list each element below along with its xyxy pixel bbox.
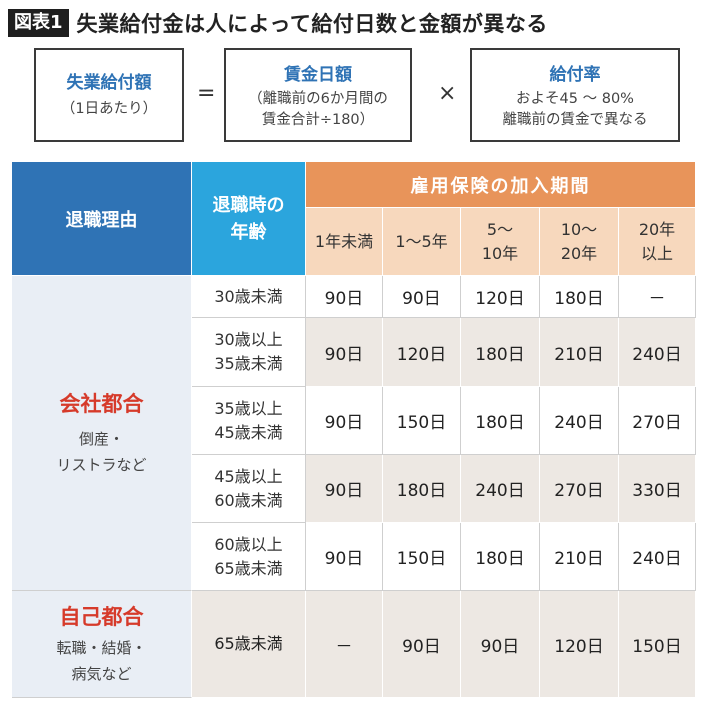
daily-wage-label: 賃金日額 <box>284 65 352 85</box>
header-reason: 退職理由 <box>12 162 192 276</box>
days-cell: 90日 <box>306 318 383 387</box>
days-cell: 120日 <box>540 591 619 698</box>
days-cell: 90日 <box>306 387 383 455</box>
formula-box-rate: 給付率 およそ45 ～ 80% 離職前の賃金で異なる <box>470 48 680 142</box>
days-cell: 120日 <box>461 276 540 318</box>
daily-wage-note-2: 賃金合計÷180） <box>261 112 375 128</box>
age-label: 35歳以上 <box>214 398 283 418</box>
age-cell: 30歳未満 <box>192 276 306 318</box>
reason-personal-note-2: 病気など <box>71 665 132 683</box>
header-age-line2: 年齢 <box>230 221 267 243</box>
formula-box-benefit: 失業給付額 （1日あたり） <box>34 48 184 142</box>
benefit-rate-note-2: 離職前の賃金で異なる <box>502 112 648 128</box>
age-cell: 60歳以上 65歳未満 <box>192 523 306 591</box>
reason-company-title: 会社都合 <box>59 392 144 416</box>
days-cell: 210日 <box>540 318 619 387</box>
header-period-col-label-2: 10年 <box>481 243 519 263</box>
header-period-col-2: 5～ 10年 <box>461 208 540 276</box>
reason-personal: 自己都合 転職・結婚・ 病気など <box>12 591 192 698</box>
header-period-col-label: 5～ <box>486 219 514 239</box>
days-cell: 90日 <box>383 276 461 318</box>
header-period-col-label-2: 以上 <box>640 243 673 263</box>
days-cell: 90日 <box>306 455 383 523</box>
days-cell: － <box>619 276 696 318</box>
reason-personal-note-1: 転職・結婚・ <box>56 639 147 657</box>
days-cell: 120日 <box>383 318 461 387</box>
days-cell: 210日 <box>540 523 619 591</box>
equals-sign: = <box>197 81 216 106</box>
benefit-amount-note: （1日あたり） <box>60 101 158 117</box>
days-cell: 270日 <box>540 455 619 523</box>
reason-company-note-1: 倒産・ <box>78 430 124 448</box>
benefit-amount-label: 失業給付額 <box>66 73 152 93</box>
days-cell: 90日 <box>306 523 383 591</box>
benefit-rate-note-1: およそ45 ～ 80% <box>516 91 634 107</box>
days-cell: 150日 <box>383 387 461 455</box>
formula-box-wage: 賃金日額 （離職前の6か月間の 賃金合計÷180） <box>224 48 412 142</box>
multiply-sign: × <box>438 81 457 106</box>
reason-company: 会社都合 倒産・ リストラなど <box>12 276 192 591</box>
header-age-line1: 退職時の <box>212 194 285 216</box>
age-label: 45歳以上 <box>214 466 283 486</box>
days-cell: 90日 <box>383 591 461 698</box>
days-cell: 90日 <box>461 591 540 698</box>
header-period-col-label: 10～ <box>560 219 598 239</box>
age-label-2: 65歳未満 <box>214 558 283 578</box>
header-period-col-label: 20年 <box>638 219 676 239</box>
reason-personal-title: 自己都合 <box>59 605 144 629</box>
days-cell: 180日 <box>383 455 461 523</box>
age-label-2: 45歳未満 <box>214 422 283 442</box>
days-cell: 180日 <box>540 276 619 318</box>
age-cell: 30歳以上 35歳未満 <box>192 318 306 387</box>
age-label: 30歳以上 <box>214 330 283 349</box>
age-label: 60歳以上 <box>214 534 283 554</box>
age-cell: 35歳以上 45歳未満 <box>192 387 306 455</box>
header-period-col-label: 1年未満 <box>314 231 374 251</box>
age-label: 30歳未満 <box>214 286 283 306</box>
header-period-col-label-2: 20年 <box>560 243 598 263</box>
reason-company-note-2: リストラなど <box>56 456 147 474</box>
header-age: 退職時の 年齢 <box>192 162 306 276</box>
age-label: 65歳未満 <box>214 634 283 653</box>
daily-wage-note-1: （離職前の6か月間の <box>248 91 388 107</box>
header-period-col-3: 10～ 20年 <box>540 208 619 276</box>
days-cell: 180日 <box>461 318 540 387</box>
days-cell: 330日 <box>619 455 696 523</box>
benefit-rate-label: 給付率 <box>549 65 601 85</box>
days-cell: 240日 <box>540 387 619 455</box>
page-title: 失業給付金は人によって給付日数と金額が異なる <box>76 12 548 36</box>
header-period: 雇用保険の加入期間 <box>306 162 696 208</box>
header-period-col-4: 20年以上 <box>619 208 696 276</box>
age-cell: 65歳未満 <box>192 591 306 698</box>
age-cell: 45歳以上 60歳未満 <box>192 455 306 523</box>
age-label-2: 35歳未満 <box>214 354 283 373</box>
title-row: 図表1 失業給付金は人によって給付日数と金額が異なる <box>8 7 548 39</box>
days-cell: 180日 <box>461 387 540 455</box>
days-cell: 240日 <box>619 318 696 387</box>
header-period-col-1: 1～5年 <box>383 208 461 276</box>
days-cell: － <box>306 591 383 698</box>
days-cell: 90日 <box>306 276 383 318</box>
days-cell: 150日 <box>619 591 696 698</box>
header-period-col-label: 1～5年 <box>395 231 448 251</box>
figure-badge: 図表1 <box>8 9 69 37</box>
days-cell: 270日 <box>619 387 696 455</box>
days-cell: 240日 <box>461 455 540 523</box>
header-period-col-0: 1年未満 <box>306 208 383 276</box>
days-cell: 180日 <box>461 523 540 591</box>
days-cell: 240日 <box>619 523 696 591</box>
age-label-2: 60歳未満 <box>214 490 283 510</box>
days-cell: 150日 <box>383 523 461 591</box>
